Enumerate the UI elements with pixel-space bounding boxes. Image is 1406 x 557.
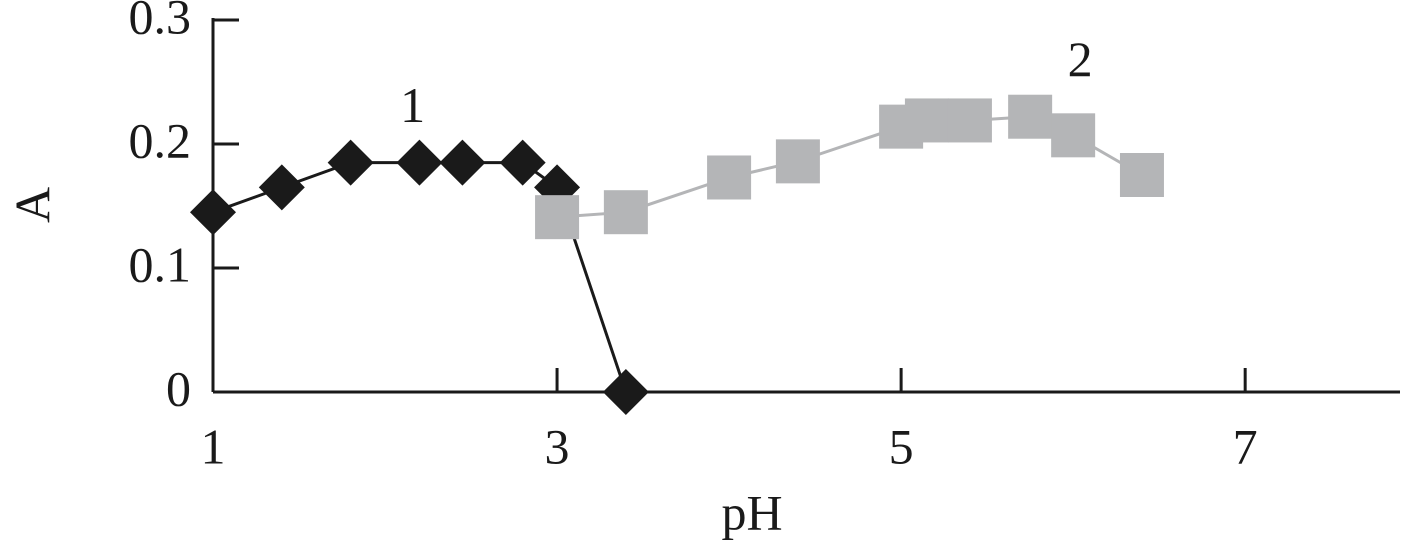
- series-label: 1: [400, 77, 425, 133]
- marker: [499, 139, 546, 186]
- marker: [947, 98, 992, 143]
- y-tick-label: 0.1: [129, 236, 192, 292]
- marker: [707, 155, 752, 200]
- y-tick-label: 0.2: [129, 112, 192, 168]
- x-tick-label: 1: [201, 418, 226, 474]
- x-axis-label: pH: [721, 484, 782, 540]
- marker: [775, 139, 820, 184]
- y-axis-label: A: [4, 187, 60, 223]
- marker: [396, 139, 443, 186]
- marker: [1119, 153, 1164, 197]
- marker: [327, 139, 374, 186]
- x-tick-label: 5: [889, 418, 914, 474]
- marker: [1008, 94, 1053, 139]
- marker: [1051, 113, 1096, 158]
- marker: [603, 190, 648, 235]
- marker: [439, 139, 486, 186]
- marker: [904, 98, 949, 143]
- series-label: 2: [1068, 31, 1093, 87]
- marker: [535, 195, 580, 240]
- marker: [602, 369, 649, 415]
- x-tick-label: 3: [545, 418, 570, 474]
- y-tick-label: 0.3: [129, 0, 192, 44]
- marker: [258, 164, 305, 211]
- marker: [190, 189, 236, 236]
- y-tick-label: 0: [166, 360, 191, 416]
- x-tick-label: 7: [1233, 418, 1258, 474]
